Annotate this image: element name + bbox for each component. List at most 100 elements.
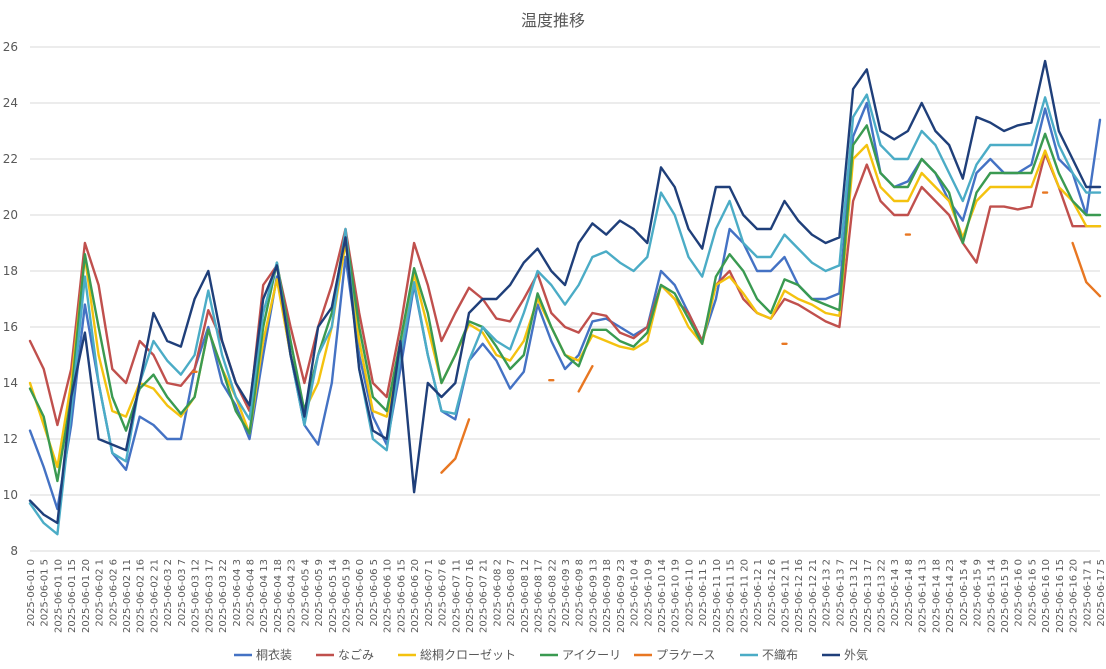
- x-tick-label: 2025-06-02 21: [149, 559, 160, 633]
- x-tick-label: 2025-06-05 4: [300, 559, 311, 627]
- x-tick-label: 2025-06-06 5: [369, 559, 380, 627]
- x-tick-label: 2025-06-10 14: [657, 559, 668, 633]
- x-tick-label: 2025-06-13 12: [849, 559, 860, 633]
- series-line-6: [28, 59, 1102, 525]
- x-tick-label: 2025-06-01 5: [40, 559, 51, 627]
- y-tick-label: 22: [3, 152, 18, 166]
- x-tick-label: 2025-06-08 17: [534, 559, 545, 633]
- x-tick-label: 2025-06-04 8: [245, 559, 256, 627]
- y-tick-label: 12: [3, 432, 18, 446]
- y-tick-label: 14: [3, 376, 18, 390]
- x-tick-label: 2025-06-04 3: [232, 559, 243, 627]
- x-tick-label: 2025-06-15 9: [973, 559, 984, 627]
- x-tick-label: 2025-06-04 13: [259, 559, 270, 633]
- x-tick-label: 2025-06-14 18: [931, 559, 942, 633]
- x-tick-label: 2025-06-03 22: [218, 559, 229, 633]
- x-tick-label: 2025-06-01 20: [81, 559, 92, 633]
- x-tick-label: 2025-06-14 13: [918, 559, 929, 633]
- x-tick-label: 2025-06-06 0: [355, 559, 366, 627]
- x-tick-label: 2025-06-03 17: [204, 559, 215, 633]
- x-tick-label: 2025-06-12 6: [767, 559, 778, 627]
- x-tick-label: 2025-06-09 3: [561, 559, 572, 627]
- x-tick-label: 2025-06-11 20: [739, 559, 750, 633]
- x-tick-label: 2025-06-05 14: [328, 559, 339, 633]
- x-tick-label: 2025-06-09 23: [616, 559, 627, 633]
- x-tick-label: 2025-06-09 8: [575, 559, 586, 627]
- x-tick-label: 2025-06-12 21: [808, 559, 819, 633]
- x-tick-label: 2025-06-07 11: [451, 559, 462, 633]
- grid-lines: [30, 46, 1100, 552]
- x-tick-label: 2025-06-06 10: [383, 559, 394, 633]
- x-tick-label: 2025-06-13 22: [877, 559, 888, 633]
- y-axis-ticks: 8 10 12 14 16 18 20 22 24 26: [3, 40, 18, 558]
- y-tick-label: 24: [3, 96, 18, 110]
- legend-label: 総桐クローゼット: [420, 648, 516, 662]
- series-line-2: [28, 143, 1102, 469]
- x-tick-label: 2025-06-11 10: [712, 559, 723, 633]
- x-tick-label: 2025-06-12 1: [753, 559, 764, 627]
- series-line-0: [28, 101, 1102, 511]
- x-tick-label: 2025-06-16 5: [1027, 559, 1038, 627]
- x-tick-label: 2025-06-07 16: [465, 559, 476, 633]
- series-line-1: [28, 152, 1102, 427]
- legend-label: 外気: [844, 647, 868, 662]
- x-tick-label: 2025-06-16 0: [1014, 559, 1025, 627]
- x-tick-label: 2025-06-06 15: [396, 559, 407, 633]
- x-tick-label: 2025-06-13 2: [822, 559, 833, 627]
- x-tick-label: 2025-06-12 16: [794, 559, 805, 633]
- y-tick-label: 8: [10, 544, 18, 558]
- x-tick-label: 2025-06-08 12: [520, 559, 531, 633]
- x-tick-label: 2025-06-08 22: [547, 559, 558, 633]
- x-tick-label: 2025-06-16 10: [1041, 559, 1052, 633]
- x-tick-label: 2025-06-02 1: [95, 559, 106, 627]
- x-tick-label: 2025-06-14 3: [890, 559, 901, 627]
- x-tick-label: 2025-06-09 13: [588, 559, 599, 633]
- x-tick-label: 2025-06-04 23: [287, 559, 298, 633]
- x-tick-label: 2025-06-07 1: [424, 559, 435, 627]
- x-tick-label: 2025-06-05 9: [314, 559, 325, 627]
- x-tick-label: 2025-06-12 11: [780, 559, 791, 633]
- x-tick-label: 2025-06-08 2: [492, 559, 503, 627]
- chart-title: 温度推移: [521, 11, 585, 30]
- x-tick-label: 2025-06-11 0: [684, 559, 695, 627]
- series-line-5: [28, 93, 1102, 536]
- legend: 桐衣装 なごみ 総桐クローゼット アイクーリ プラケース 不織布 外気: [234, 647, 868, 662]
- x-tick-label: 2025-06-01 10: [53, 559, 64, 633]
- x-tick-label: 2025-06-05 19: [342, 559, 353, 633]
- x-tick-label: 2025-06-04 18: [273, 559, 284, 633]
- y-tick-label: 10: [3, 488, 18, 502]
- series-lines: [28, 59, 1102, 536]
- x-tick-label: 2025-06-16 20: [1069, 559, 1080, 633]
- legend-label: プラケース: [656, 648, 715, 662]
- x-tick-label: 2025-06-01 0: [26, 559, 37, 627]
- x-axis-ticks: 2025-06-01 0 2025-06-01 5 2025-06-01 10 202…: [26, 559, 1106, 633]
- y-tick-label: 26: [3, 40, 18, 54]
- x-tick-label: 2025-06-15 19: [1000, 559, 1011, 633]
- x-tick-label: 2025-06-03 7: [177, 559, 188, 627]
- x-tick-label: 2025-06-10 9: [643, 559, 654, 627]
- y-tick-label: 18: [3, 264, 18, 278]
- legend-label: 不織布: [762, 648, 798, 662]
- x-tick-label: 2025-06-07 6: [438, 559, 449, 627]
- x-tick-label: 2025-06-16 15: [1055, 559, 1066, 633]
- x-tick-label: 2025-06-15 14: [986, 559, 997, 633]
- x-tick-label: 2025-06-02 16: [136, 559, 147, 633]
- x-tick-label: 2025-06-13 17: [863, 559, 874, 633]
- x-tick-label: 2025-06-10 4: [630, 559, 641, 627]
- x-tick-label: 2025-06-09 18: [602, 559, 613, 633]
- x-tick-label: 2025-06-01 15: [67, 559, 78, 633]
- x-tick-label: 2025-06-17 5: [1096, 559, 1106, 627]
- y-tick-label: 20: [3, 208, 18, 222]
- x-tick-label: 2025-06-15 4: [959, 559, 970, 627]
- legend-label: なごみ: [338, 647, 374, 662]
- series-line-4: [191, 191, 1102, 474]
- x-tick-label: 2025-06-07 21: [479, 559, 490, 633]
- series-line-3: [28, 124, 1102, 483]
- x-tick-label: 2025-06-14 23: [945, 559, 956, 633]
- x-tick-label: 2025-06-13 7: [835, 559, 846, 627]
- x-tick-label: 2025-06-10 19: [671, 559, 682, 633]
- x-tick-label: 2025-06-06 20: [410, 559, 421, 633]
- x-tick-label: 2025-06-08 7: [506, 559, 517, 627]
- x-tick-label: 2025-06-11 15: [726, 559, 737, 633]
